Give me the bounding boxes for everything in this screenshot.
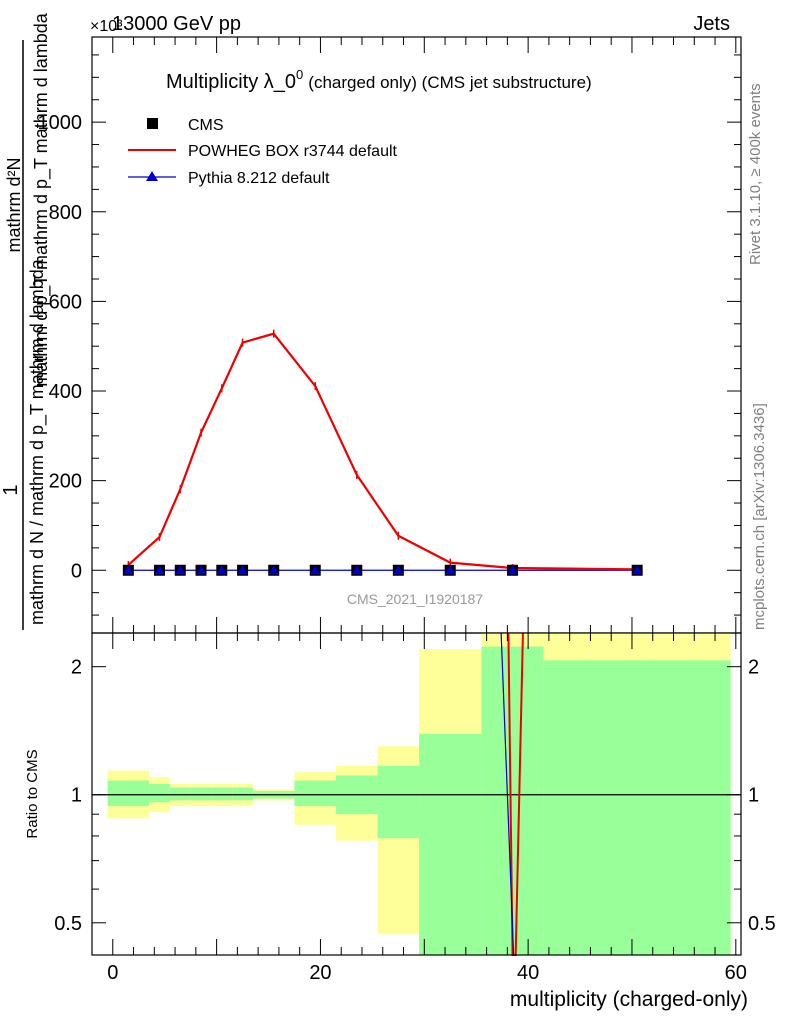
- stat-uncertainty-band: [543, 660, 731, 955]
- ratio-y-tick-label: 2: [71, 657, 82, 679]
- main-series: [122, 329, 643, 576]
- pythia-point: [507, 565, 518, 575]
- main-y-tick-labels: 0 200 400 600 800 1000: [38, 112, 83, 582]
- mcplots-label: mcplots.cern.ch [arXiv:1306.3436]: [751, 403, 768, 630]
- plot-title-main: Multiplicity λ_0: [166, 71, 296, 93]
- x-tick-label: 60: [725, 962, 747, 984]
- main-y-tick-label: 800: [49, 202, 82, 224]
- main-y-tick-label: 200: [49, 471, 82, 493]
- y-label-denominator-1: mathrm d N / mathrm d p_T mathrm d lambd…: [27, 258, 48, 625]
- plot-title-sup: 0: [296, 67, 303, 82]
- main-y-tick-label: 600: [49, 291, 82, 313]
- ratio-axis-ticks: 0 20 40 60 0.5 0.5 1 1 2 2: [54, 633, 776, 984]
- legend: CMS POWHEG BOX r3744 default Pythia 8.21…: [128, 117, 398, 187]
- pythia-ratio-line: [500, 632, 515, 956]
- legend-cms-label: CMS: [188, 117, 224, 134]
- pythia-point: [393, 565, 404, 575]
- ratio-y-label: Ratio to CMS: [24, 749, 41, 838]
- stat-uncertainty-band: [149, 783, 170, 803]
- x-tick-label: 0: [107, 962, 118, 984]
- y-label-numerator-one: 1: [0, 484, 22, 495]
- stat-uncertainty-band: [232, 787, 253, 801]
- stat-uncertainty-band: [107, 780, 150, 807]
- ratio-plot-frame: [91, 632, 742, 956]
- main-y-tick-label: 1000: [38, 112, 83, 134]
- pythia-point: [154, 565, 165, 575]
- ratio-y-tick-label-right: 2: [748, 657, 759, 679]
- legend-powheg-label: POWHEG BOX r3744 default: [188, 143, 398, 160]
- stat-uncertainty-band: [419, 733, 482, 955]
- stat-uncertainty-band: [169, 787, 191, 801]
- pythia-point: [216, 565, 227, 575]
- ratio-y-tick-label: 0.5: [54, 913, 82, 935]
- pythia-point: [175, 565, 186, 575]
- ratio-panel: 0 20 40 60 0.5 0.5 1 1 2 2 Ratio to CMS multiplic…: [24, 632, 776, 1011]
- plot-title-note: (charged only) (CMS jet substructure): [308, 73, 591, 92]
- y-label-numerator-2: mathrm d²N: [4, 157, 24, 252]
- pythia-point: [268, 565, 279, 575]
- ratio-y-tick-label: 1: [71, 785, 82, 807]
- legend-cms-marker: [147, 118, 158, 129]
- main-axis-ticks: [92, 37, 741, 633]
- energy-label: 13000 GeV pp: [112, 13, 241, 35]
- pythia-point: [123, 565, 134, 575]
- analysis-id: CMS_2021_I1920187: [347, 591, 483, 607]
- stat-uncertainty-band: [377, 765, 420, 839]
- pythia-point: [196, 565, 207, 575]
- stat-uncertainty-band: [294, 780, 337, 807]
- pythia-point: [445, 565, 456, 575]
- ratio-y-tick-label-right: 1: [748, 785, 759, 807]
- pythia-point: [310, 565, 321, 575]
- x-axis-label: multiplicity (charged-only): [510, 988, 748, 1011]
- main-y-tick-label: 400: [49, 381, 82, 403]
- pythia-point: [632, 565, 643, 575]
- category-label: Jets: [693, 13, 730, 35]
- ratio-y-tick-label-right: 0.5: [748, 913, 776, 935]
- x-tick-label: 40: [517, 962, 539, 984]
- rivet-label: Rivet 3.1.10, ≥ 400k events: [747, 83, 764, 265]
- powheg-line: [127, 332, 638, 571]
- y-label-denominator-2: mathrm d p_T mathrm d p_T mathrm d lambd…: [31, 12, 52, 386]
- main-y-label: 1 mathrm d N / mathrm d p_T mathrm d lam…: [0, 12, 52, 630]
- exponent-label: ×10³: [90, 18, 123, 35]
- legend-pythia-marker: [146, 171, 158, 181]
- pythia-point: [237, 565, 248, 575]
- plot-title: Multiplicity λ_00 (charged only) (CMS jet…: [166, 67, 592, 93]
- pythia-point: [351, 565, 362, 575]
- x-tick-label: 20: [309, 962, 331, 984]
- ratio-bands: [107, 633, 731, 955]
- main-y-tick-label: 0: [71, 560, 82, 582]
- stat-uncertainty-band: [190, 787, 212, 801]
- stat-uncertainty-band: [211, 787, 233, 801]
- legend-pythia-label: Pythia 8.212 default: [188, 170, 330, 187]
